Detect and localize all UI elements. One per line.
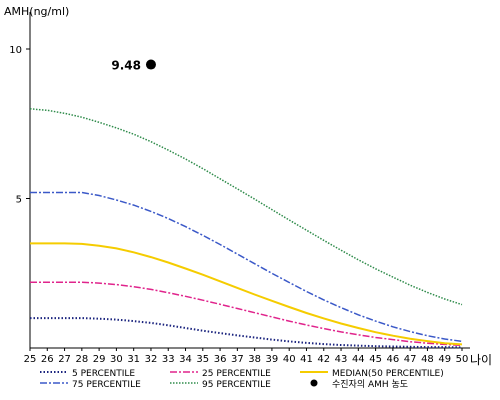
x-tick-label: 37 <box>231 354 244 365</box>
legend-label-75-percentile: 75 PERCENTILE <box>72 380 141 390</box>
legend-label-5-percentile: 5 PERCENTILE <box>72 369 135 379</box>
x-tick-label: 42 <box>317 354 330 365</box>
y-tick-label: 5 <box>16 195 22 206</box>
legend-label-95-percentile: 95 PERCENTILE <box>202 380 271 390</box>
y-tick-label: 10 <box>9 45 22 56</box>
x-tick-label: 25 <box>24 354 37 365</box>
x-tick-label: 32 <box>145 354 158 365</box>
series-line-75-percentile <box>30 191 463 343</box>
series-line-95-percentile <box>29 108 463 306</box>
legend-label-marker: 수진자의 AMH 농도 <box>332 379 408 390</box>
series-lines <box>29 108 463 349</box>
x-tick-label: 26 <box>41 354 54 365</box>
legend-label-25-percentile: 25 PERCENTILE <box>202 369 271 379</box>
amh-marker-label: 9.48 <box>111 59 141 73</box>
x-tick-label: 44 <box>352 354 365 365</box>
x-tick-label: 49 <box>438 354 451 365</box>
x-tick-label: 41 <box>300 354 313 365</box>
series-line-median-50-percentile- <box>30 242 463 346</box>
x-axis-label: 나이 <box>470 353 492 367</box>
x-tick-label: 30 <box>110 354 123 365</box>
x-tick-label: 38 <box>248 354 261 365</box>
x-tick-label: 40 <box>283 354 296 365</box>
x-tick-label: 43 <box>335 354 348 365</box>
x-tick-label: 29 <box>93 354 106 365</box>
x-tick-label: 50 <box>456 354 469 365</box>
series-line-5-percentile <box>30 317 463 349</box>
x-tick-label: 46 <box>387 354 400 365</box>
marker-group: 9.48 <box>111 59 156 73</box>
amh-marker-point <box>145 59 156 70</box>
legend-label-median-50-percentile-: MEDIAN(50 PERCENTILE) <box>332 369 444 379</box>
x-tick-label: 35 <box>196 354 209 365</box>
x-tick-label: 47 <box>404 354 417 365</box>
legend-swatch-marker <box>310 379 318 387</box>
x-tick-label: 45 <box>369 354 382 365</box>
x-tick-label: 39 <box>266 354 279 365</box>
x-tick-label: 27 <box>58 354 71 365</box>
x-tick-label: 34 <box>179 354 192 365</box>
x-tick-label: 28 <box>75 354 88 365</box>
series-line-25-percentile <box>30 281 463 347</box>
x-tick-label: 33 <box>162 354 175 365</box>
x-tick-label: 31 <box>127 354 140 365</box>
axes: AMH(ng/ml) 5 10 25 26 27 28 29 30 31 32 33 34 35 36 37 3… <box>4 5 492 367</box>
x-tick-label: 36 <box>214 354 227 365</box>
y-axis-label: AMH(ng/ml) <box>4 5 69 18</box>
x-tick-label: 48 <box>421 354 434 365</box>
